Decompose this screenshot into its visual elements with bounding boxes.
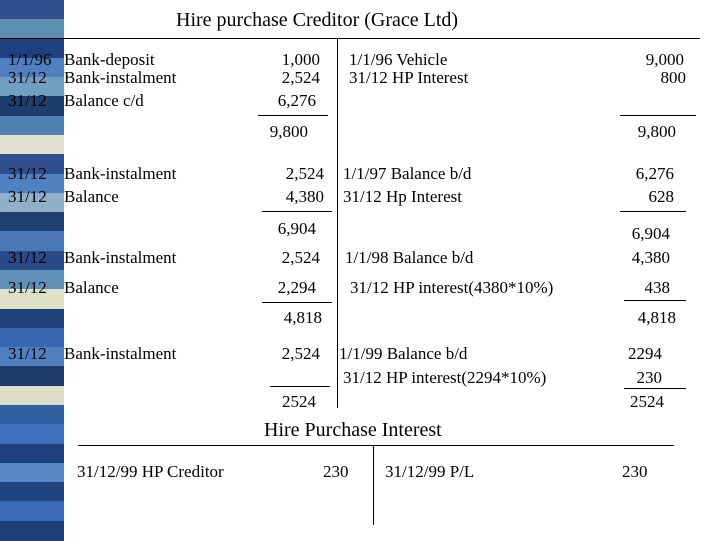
debit-amount: 4,380 [285,187,324,206]
debit-total: 9,800 [269,122,308,141]
debit-total: 6,904 [277,219,316,238]
credit-amount: 230 [636,368,663,387]
debit-total-rule [258,115,328,116]
debit-date: 31/12 [8,91,47,110]
debit-description: Bank-instalment [64,164,177,183]
t-account-center-rule [373,445,374,525]
strip-block [0,57,64,79]
debit-description: Bank-instalment [64,344,177,363]
strip-block [0,77,64,98]
debit-amount: 1,000 [281,50,320,69]
credit-amount: 6,276 [635,164,674,183]
strip-block [0,289,64,310]
credit-description: 31/12 HP interest(4380*10%) [350,278,554,297]
strip-block [0,212,64,233]
strip-block [0,135,64,156]
debit-amount: 2,294 [277,278,316,297]
debit-total: 2524 [282,392,316,411]
strip-block [0,270,64,291]
t-account-top-rule [0,38,700,39]
credit-description: 1/1/99 Balance b/d [339,344,468,363]
strip-block [0,154,64,175]
debit-date: 31/12 [8,344,47,363]
debit-date: 31/12 [8,248,47,267]
credit-description: 31/12/99 P/L [385,462,475,481]
debit-total: 4,818 [283,308,322,327]
strip-block [0,462,64,484]
debit-amount: 6,276 [277,91,316,110]
debit-total-rule [262,302,332,303]
credit-description: 1/1/97 Balance b/d [343,164,472,183]
strip-block [0,366,64,387]
decorative-strip [0,0,64,541]
account-title-hp-interest: Hire Purchase Interest [264,419,442,441]
strip-block [0,424,64,445]
credit-description: 31/12 Hp Interest [343,187,462,206]
strip-block [0,192,64,214]
credit-description: 1/1/98 Balance b/d [345,248,474,267]
debit-amount: 230 [323,462,349,481]
credit-amount: 2294 [628,344,662,363]
debit-amount: 2,524 [281,248,320,267]
credit-description: 31/12 HP Interest [349,68,469,87]
debit-description: Bank-instalment [64,68,177,87]
credit-total: 9,800 [637,122,676,141]
credit-amount: 438 [644,278,671,297]
credit-amount: 628 [648,187,675,206]
strip-block [0,115,64,136]
debit-description: 31/12/99 HP Creditor [77,462,224,481]
strip-block [0,443,64,464]
strip-block [0,308,64,329]
strip-block [0,96,64,117]
t-account-center-rule [337,38,338,408]
credit-total: 6,904 [631,224,670,243]
credit-total-rule [620,115,696,116]
strip-block [0,38,64,59]
debit-amount: 2,524 [281,68,320,87]
credit-total: 4,818 [637,308,676,327]
strip-block [0,385,64,406]
strip-block [0,501,64,522]
debit-amount: 2,524 [281,344,320,363]
strip-block [0,327,64,349]
debit-date: 31/12 [8,164,47,183]
credit-total-rule [624,388,686,389]
strip-block [0,405,64,426]
credit-description: 1/1/96 Vehicle [349,50,448,69]
credit-total-rule [620,211,686,212]
debit-date: 31/12 [8,187,47,206]
debit-description: Bank-deposit [64,50,155,69]
credit-total-rule [624,300,686,301]
t-account-top-rule [78,445,674,446]
debit-date: 1/1/96 [8,50,52,69]
debit-date: 31/12 [8,278,47,297]
debit-amount: 2,524 [285,164,324,183]
credit-amount: 4,380 [631,248,670,267]
strip-block [0,19,64,40]
debit-description: Balance [64,187,119,206]
debit-description: Balance c/d [64,91,144,110]
strip-block [0,0,64,21]
credit-amount: 9,000 [645,50,684,69]
strip-block [0,347,64,368]
debit-total-rule [270,386,330,387]
debit-date: 31/12 [8,68,47,87]
account-title-hp-creditor: Hire purchase Creditor (Grace Ltd) [176,9,459,31]
debit-description: Balance [64,278,119,297]
credit-description: 31/12 HP interest(2294*10%) [343,368,547,387]
strip-block [0,250,64,271]
strip-block [0,173,64,194]
strip-block [0,520,64,541]
credit-amount: 230 [622,462,648,481]
credit-amount: 800 [660,68,687,87]
strip-block [0,231,64,252]
strip-block [0,482,64,503]
debit-total-rule [262,211,332,212]
credit-total: 2524 [630,392,664,411]
debit-description: Bank-instalment [64,248,177,267]
